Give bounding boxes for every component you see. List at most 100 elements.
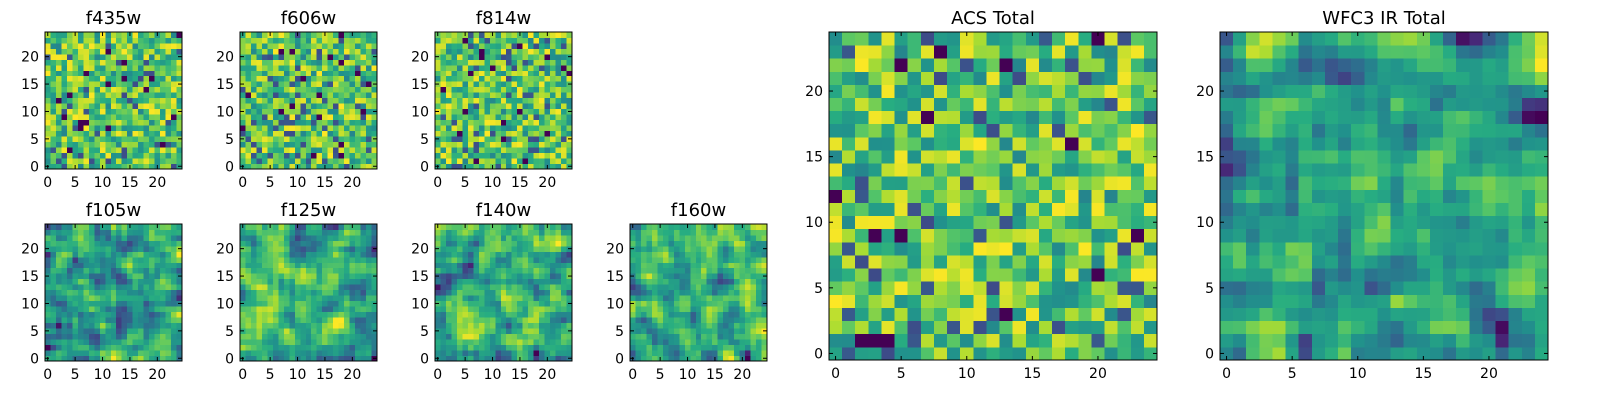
heatmap-cell (456, 328, 463, 334)
heatmap-cell (500, 108, 507, 115)
heatmap-cell (77, 317, 84, 324)
heatmap-cell (366, 350, 372, 356)
heatmap-cell (55, 273, 62, 280)
heatmap-cell (294, 240, 301, 247)
heatmap-cell (440, 278, 447, 285)
heatmap-cell (500, 152, 507, 159)
heatmap-cell (495, 141, 502, 148)
heatmap-cell (371, 130, 378, 137)
heatmap-cell (245, 300, 252, 307)
heatmap-cell (756, 322, 762, 329)
heatmap-cell (45, 147, 51, 153)
heatmap-cell (933, 150, 948, 164)
heatmap-cell (539, 53, 545, 60)
heatmap-cell (539, 295, 545, 302)
heatmap-cell (712, 317, 719, 324)
heatmap-cell (138, 333, 145, 340)
heatmap-cell (267, 152, 274, 159)
heatmap-cell (132, 86, 139, 93)
heatmap-cell (127, 125, 134, 132)
heatmap-cell (473, 284, 480, 291)
heatmap-cell (506, 147, 513, 153)
heatmap-cell (333, 350, 340, 356)
heatmap-cell (745, 245, 751, 252)
heatmap-cell (338, 344, 345, 351)
heatmap-cell (1130, 281, 1145, 295)
heatmap-cell (171, 278, 177, 285)
heatmap-cell (451, 245, 458, 252)
heatmap-cell (522, 119, 529, 126)
heatmap-cell (250, 64, 257, 71)
heatmap-cell (1104, 333, 1119, 348)
heatmap-cell (99, 59, 106, 66)
heatmap-cell (662, 300, 669, 307)
heatmap-cell (1025, 176, 1040, 190)
heatmap-cell (344, 317, 350, 324)
heatmap-cell (478, 267, 485, 274)
heatmap-cell (94, 75, 101, 82)
heatmap-cell (473, 48, 480, 55)
heatmap-cell (327, 70, 334, 77)
heatmap-cell (646, 278, 653, 285)
heatmap-cell (160, 262, 166, 269)
heatmap-cell (110, 350, 117, 356)
heatmap-cell (550, 59, 556, 66)
heatmap-cell (256, 70, 263, 77)
heatmap-cell (635, 278, 642, 285)
heatmap-cell (77, 158, 84, 164)
heatmap-cell (489, 350, 496, 356)
heatmap-cell (544, 256, 551, 263)
heatmap-cell (739, 328, 746, 334)
heatmap-cell (165, 103, 172, 110)
heatmap-cell (132, 289, 139, 296)
heatmap-cell (349, 339, 356, 345)
heatmap-cell (143, 32, 150, 38)
heatmap-cell (72, 48, 79, 55)
heatmap-cell (371, 103, 378, 110)
heatmap-cell (272, 130, 279, 137)
heatmap-cell (522, 251, 529, 258)
heatmap-cell (506, 251, 513, 258)
heatmap-cell (473, 355, 480, 362)
heatmap-cell (240, 64, 246, 71)
heatmap-cell (829, 346, 843, 361)
heatmap-cell (261, 32, 268, 38)
heatmap-cell (138, 125, 145, 132)
heatmap-cell (478, 141, 485, 148)
heatmap-cell (250, 53, 257, 60)
heatmap-cell (440, 339, 447, 345)
heatmap-cell (289, 229, 296, 236)
heatmap-cell (311, 289, 318, 296)
heatmap-cell (561, 240, 567, 247)
heatmap-cell (456, 48, 463, 55)
heatmap-cell (440, 136, 447, 142)
heatmap-cell (66, 306, 73, 313)
heatmap-cell (662, 311, 669, 318)
heatmap-cell (701, 317, 708, 324)
heatmap-cell (256, 344, 263, 351)
heatmap-cell (920, 255, 935, 269)
heatmap-cell (717, 273, 724, 280)
heatmap-cell (300, 103, 307, 110)
heatmap-cell (484, 48, 491, 55)
heatmap-cell (94, 234, 101, 241)
heatmap-cell (451, 42, 458, 49)
heatmap-cell (662, 295, 669, 302)
heatmap-cell (933, 294, 948, 308)
heatmap-cell (673, 267, 680, 274)
heatmap-cell (640, 311, 647, 318)
heatmap-cell (322, 147, 329, 153)
heatmap-cell (66, 262, 73, 269)
heatmap-cell (283, 300, 290, 307)
heatmap-cell (61, 81, 68, 88)
heatmap-cell (272, 322, 279, 329)
heatmap-cell (267, 262, 274, 269)
heatmap-cell (61, 229, 68, 236)
heatmap-cell (695, 355, 702, 362)
panel-title: f606w (281, 8, 336, 29)
heatmap-cell (55, 289, 62, 296)
heatmap-cell (344, 300, 350, 307)
heatmap-cell (83, 147, 90, 153)
heatmap-cell (701, 289, 708, 296)
heatmap-cell (756, 306, 762, 313)
